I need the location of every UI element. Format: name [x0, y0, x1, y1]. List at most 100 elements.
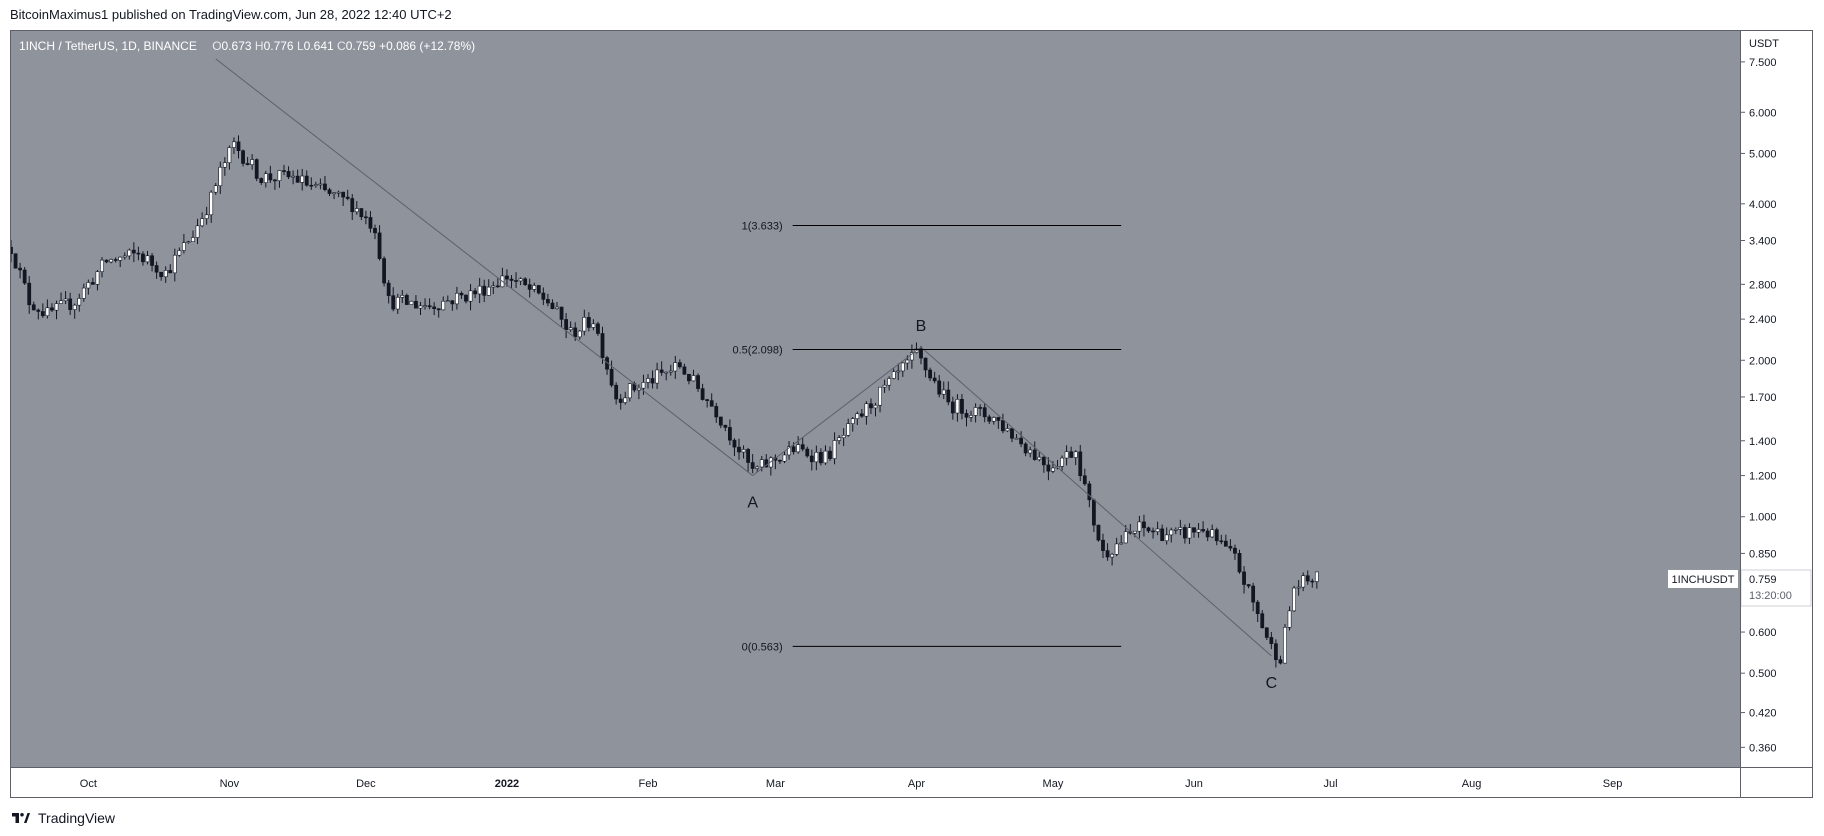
plot-area[interactable]: A B C 1(3.633) 0.5(2.098) 0(0.563) 1INCHUSDT 1…: [11, 31, 1740, 767]
candle-body: [896, 370, 901, 373]
candle-body: [168, 270, 173, 274]
candle-body: [846, 423, 851, 436]
candle-body: [127, 249, 132, 257]
candle-body: [805, 448, 810, 457]
candle-body: [673, 362, 678, 372]
candle-body: [1082, 475, 1087, 485]
symbol-tag-label: 1INCHUSDT: [1672, 574, 1735, 586]
candle-body: [910, 352, 914, 361]
candle-body: [186, 241, 191, 243]
candle-body: [195, 225, 200, 238]
candle-body: [1005, 428, 1010, 432]
candle-body: [618, 398, 623, 403]
candle-body: [950, 401, 955, 414]
axis-corner: [1740, 767, 1812, 797]
candle-body: [741, 449, 746, 453]
candle-body: [436, 308, 441, 311]
candle-body: [182, 242, 186, 251]
candle-body: [345, 196, 350, 199]
legend-change: +0.086 (+12.78%): [379, 39, 476, 53]
candle-body: [1314, 571, 1319, 582]
candle-body: [259, 178, 264, 183]
legend-symbol[interactable]: 1INCH / TetherUS, 1D, BINANCE: [19, 39, 197, 53]
candle-body: [573, 327, 578, 338]
candle-body: [728, 427, 732, 441]
candle-body: [209, 191, 214, 216]
candle-body: [218, 166, 223, 187]
candle-body: [432, 306, 437, 309]
candle-body: [1283, 626, 1287, 664]
candle-body: [946, 389, 951, 403]
candle-body: [659, 369, 664, 373]
candle-body: [45, 307, 50, 317]
trend-line: [752, 346, 922, 476]
legend-close-label: C: [337, 39, 346, 53]
price-tick-label: 0.360: [1749, 742, 1777, 754]
candle-body: [627, 383, 632, 399]
time-axis[interactable]: Oct Nov Dec 2022 Feb Mar Apr May Jun Jul Aug Sep: [11, 767, 1740, 797]
candle-body: [113, 259, 118, 261]
candle-body: [505, 275, 509, 280]
price-axis-scale[interactable]: USDT 7.500 6.000 5.000 4.000 3.400 2.800 2.400 2…: [1741, 31, 1813, 767]
candle-body: [455, 292, 459, 305]
candle-body: [1064, 451, 1069, 459]
candle-body: [1192, 527, 1196, 533]
candle-body: [664, 371, 669, 374]
candle-body: [1087, 483, 1092, 501]
price-tick-label: 1.700: [1749, 392, 1777, 404]
candle-body: [1123, 531, 1128, 544]
candle-body: [677, 362, 682, 368]
candle-body: [1305, 575, 1310, 582]
candle-body: [819, 451, 823, 464]
price-tick-label: 1.000: [1749, 512, 1777, 524]
candle-body: [364, 216, 368, 219]
candle-body: [109, 259, 113, 263]
candle-body: [1114, 543, 1119, 555]
candle-body: [1151, 530, 1155, 533]
candle-body: [646, 378, 650, 383]
candle-body: [232, 141, 236, 148]
candle-body: [131, 249, 136, 254]
candle-body: [878, 386, 882, 406]
price-tick-label: 0.500: [1749, 668, 1777, 680]
candle-body: [1269, 637, 1274, 644]
candle-body: [1105, 550, 1110, 558]
candle-body: [869, 403, 873, 409]
candle-body: [304, 175, 309, 186]
candle-body: [163, 270, 168, 278]
price-tick-label: 0.420: [1749, 708, 1777, 720]
price-chart[interactable]: A B C 1(3.633) 0.5(2.098) 0(0.563) 1INCHUSDT: [11, 31, 1740, 767]
candle-body: [1196, 529, 1201, 533]
candle-body: [696, 375, 700, 389]
candle-body: [705, 399, 710, 401]
time-tick-label: Nov: [220, 778, 240, 790]
last-price-value: 0.759: [1749, 574, 1777, 586]
candle-body: [373, 227, 377, 234]
candle-body: [309, 184, 314, 187]
candle-body: [864, 403, 869, 417]
candle-body: [1010, 428, 1014, 439]
candle-body: [118, 256, 123, 261]
candle-body: [336, 191, 341, 194]
candle-body: [359, 208, 364, 218]
candle-body: [1001, 420, 1005, 432]
time-axis-scale[interactable]: Oct Nov Dec 2022 Feb Mar Apr May Jun Jul Aug Sep: [11, 768, 1740, 798]
candle-body: [564, 319, 568, 330]
candle-body: [1110, 554, 1114, 558]
candle-body: [50, 307, 54, 311]
candle-body: [996, 417, 1001, 421]
candle-body: [1173, 529, 1178, 531]
candle-body: [100, 259, 104, 272]
legend-high-label: H: [254, 39, 264, 53]
candle-body: [72, 304, 77, 310]
fib-level-label: 0(0.563): [742, 641, 783, 653]
candle-body: [1023, 443, 1028, 454]
candle-body: [887, 378, 892, 386]
candle-body: [468, 290, 473, 302]
candle-body: [1301, 575, 1306, 588]
candle-body: [1037, 456, 1042, 460]
price-axis[interactable]: USDT 7.500 6.000 5.000 4.000 3.400 2.800 2.400 2…: [1740, 31, 1812, 767]
candle-body: [1096, 524, 1101, 541]
ohlc-legend: 1INCH / TetherUS, 1D, BINANCE O0.673 H0.…: [19, 39, 475, 53]
candle-body: [404, 295, 409, 305]
